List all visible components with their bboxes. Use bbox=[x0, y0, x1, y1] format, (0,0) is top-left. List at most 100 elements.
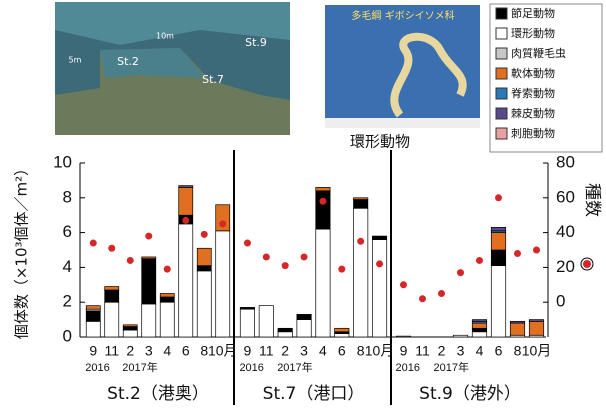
bar-segment bbox=[471, 331, 488, 338]
bar-segment bbox=[509, 322, 526, 336]
map-label: St.2 bbox=[117, 55, 139, 68]
bar-segment bbox=[239, 307, 255, 310]
species-dot bbox=[514, 249, 521, 257]
bar-segment bbox=[141, 258, 157, 305]
species-dot bbox=[419, 295, 426, 303]
x-tick-label: 2 bbox=[438, 343, 446, 359]
x-tick-label: 10月 bbox=[522, 343, 552, 359]
bar-segment bbox=[141, 256, 157, 260]
x-tick-label: 11 bbox=[104, 343, 119, 359]
bar-segment bbox=[353, 197, 369, 200]
species-dot bbox=[182, 216, 190, 224]
x-tick-label: 2 bbox=[281, 343, 289, 359]
bar-segment bbox=[334, 333, 350, 338]
bar-segment bbox=[215, 230, 231, 338]
harbor bbox=[100, 48, 205, 78]
x-tick-label: 9 bbox=[244, 343, 252, 359]
species-dot bbox=[300, 253, 308, 261]
bar-segment bbox=[196, 265, 212, 272]
bar-segment bbox=[178, 185, 194, 188]
bar-segment bbox=[122, 324, 138, 327]
species-dot bbox=[126, 256, 134, 264]
legend-label: 環形動物 bbox=[511, 26, 555, 40]
bar-segment bbox=[159, 293, 175, 298]
x-tick-label: 8 bbox=[200, 343, 208, 359]
legend-label: 軟体動物 bbox=[511, 66, 555, 80]
bar-segment bbox=[315, 228, 331, 338]
species-dot bbox=[495, 194, 502, 202]
photo-caption: 環形動物 bbox=[350, 133, 410, 151]
bar-segment bbox=[178, 223, 194, 338]
legend-label: 節足動物 bbox=[511, 6, 555, 20]
x-tick-label: 10月 bbox=[365, 343, 395, 359]
x-tick-label: 4 bbox=[319, 343, 327, 359]
species-dot bbox=[376, 260, 384, 268]
bar-segment bbox=[196, 247, 212, 267]
y2-tick-label: 20 bbox=[556, 257, 575, 276]
bar-segment bbox=[471, 322, 488, 329]
x-tick-label: 9 bbox=[400, 343, 408, 359]
worm bbox=[390, 32, 467, 118]
x-tick-label: 6 bbox=[338, 343, 346, 359]
panel-title: St.9（港外） bbox=[419, 384, 521, 404]
x-tick-label: 3 bbox=[145, 343, 153, 359]
species-dot bbox=[438, 290, 445, 297]
y2-axis-title: 種数 bbox=[582, 183, 602, 217]
species-dot bbox=[108, 244, 116, 252]
legend-label: 刺胞動物 bbox=[511, 126, 555, 140]
bar-segment bbox=[334, 327, 350, 333]
bar-segment bbox=[141, 303, 157, 338]
bar-segment bbox=[178, 187, 194, 216]
bar-segment bbox=[85, 320, 101, 338]
y-tick-label: 4 bbox=[63, 257, 72, 276]
y-tick-label: 8 bbox=[63, 187, 72, 206]
y2-tick-label: 0 bbox=[556, 292, 565, 311]
bar-segment bbox=[528, 320, 545, 336]
x-tick-label: 11 bbox=[415, 343, 430, 359]
year-label: 2017年 bbox=[434, 360, 469, 374]
legend-swatch bbox=[495, 87, 508, 100]
map-label: 10m bbox=[156, 32, 174, 41]
species-dot bbox=[262, 253, 270, 261]
species-dot bbox=[457, 269, 464, 277]
bar-segment bbox=[315, 190, 331, 230]
y-tick-label: 0 bbox=[63, 326, 72, 345]
x-tick-label: 2 bbox=[126, 343, 134, 359]
species-dot bbox=[476, 256, 483, 264]
bar-segment bbox=[296, 314, 312, 320]
x-tick-label: 3 bbox=[457, 343, 465, 359]
bar-segment bbox=[471, 319, 488, 322]
y-tick-label: 2 bbox=[63, 292, 72, 311]
bar-segment bbox=[490, 249, 507, 267]
legend-label: 肉質鞭毛虫 bbox=[511, 46, 566, 60]
x-tick-label: 8 bbox=[514, 343, 522, 359]
bar-segment bbox=[85, 305, 101, 310]
bar-segment bbox=[490, 227, 507, 232]
y2-tick-label: 40 bbox=[556, 222, 575, 241]
species-dot bbox=[163, 265, 171, 273]
year-label: 2016 bbox=[239, 362, 263, 374]
bar-segment bbox=[104, 289, 120, 303]
legend-swatch bbox=[495, 27, 508, 40]
y2-tick-label: 80 bbox=[556, 152, 575, 171]
bar-segment bbox=[239, 308, 255, 338]
panel-title: St.2（港奥） bbox=[107, 384, 209, 404]
legend-label: 棘皮動物 bbox=[511, 106, 555, 120]
legend-swatch bbox=[495, 7, 508, 20]
bar-segment bbox=[353, 199, 369, 209]
bar-segment bbox=[122, 329, 138, 338]
bar-segment bbox=[122, 326, 138, 331]
bar-segment bbox=[258, 305, 274, 338]
bar-segment bbox=[372, 239, 388, 338]
x-tick-label: 6 bbox=[182, 343, 190, 359]
year-label: 2016 bbox=[85, 362, 109, 374]
bar-segment bbox=[159, 296, 175, 303]
bar-segment bbox=[85, 310, 101, 322]
x-tick-label: 8 bbox=[357, 343, 365, 359]
legend-label: 脊索動物 bbox=[511, 86, 555, 100]
year-label: 2017年 bbox=[122, 360, 157, 374]
species-dot bbox=[219, 220, 227, 228]
bar-segment bbox=[159, 301, 175, 338]
photo-label: 多毛綱 ギボシイソメ科 bbox=[351, 9, 454, 22]
